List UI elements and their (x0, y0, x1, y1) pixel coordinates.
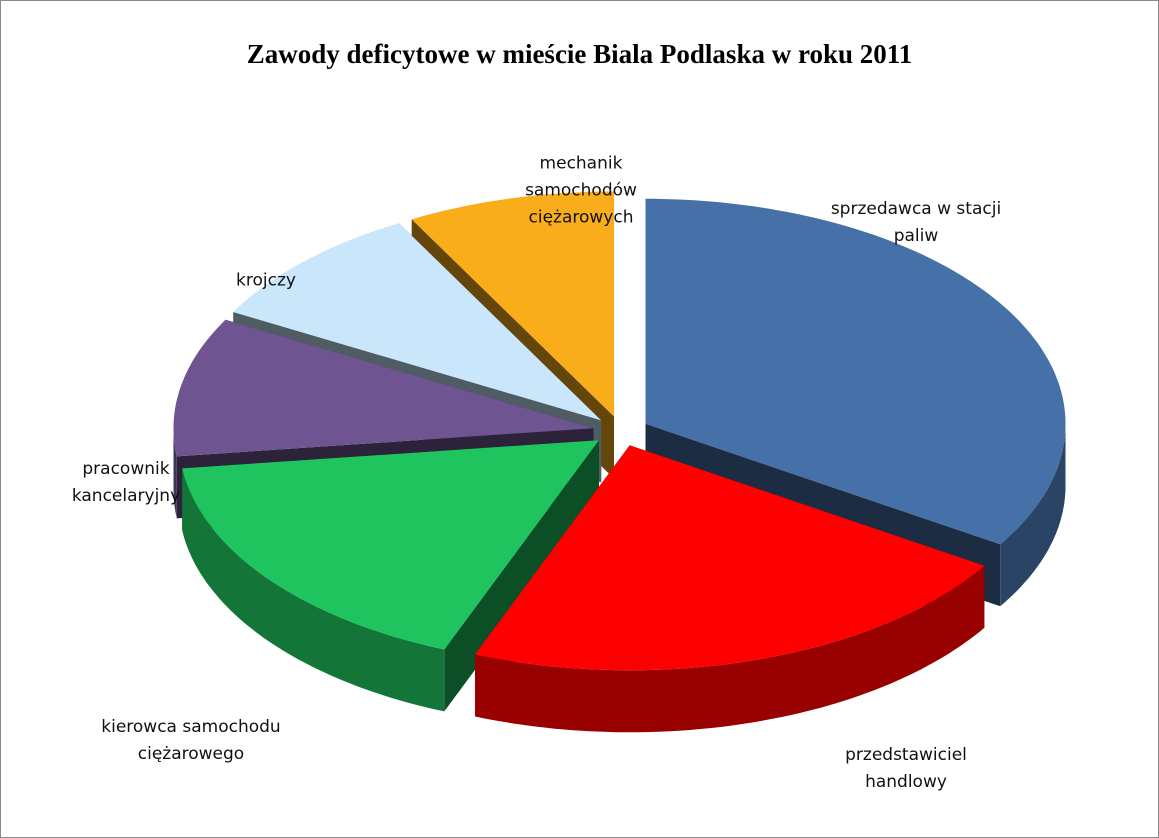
slice (182, 440, 599, 650)
slice-wall (173, 428, 177, 519)
chart-title: Zawody deficytowe w mieście Biala Podlas… (246, 39, 913, 69)
slice-wall (475, 565, 985, 733)
slice-label: mechanik samochodów ciężarowych (525, 153, 637, 228)
slice-wall (182, 468, 445, 712)
slice-side (444, 440, 599, 712)
slice-wall (1000, 423, 1066, 607)
slice (173, 319, 594, 457)
slice-label: sprzedawca w stacji paliw (830, 199, 1002, 246)
slice-label: krojczy (236, 270, 296, 291)
slice (645, 198, 1066, 545)
slice (475, 445, 985, 671)
slice (233, 223, 602, 421)
slice-label: kierowca samochodu ciężarowego (101, 717, 281, 764)
slice-label: pracownik kancelaryjny (71, 459, 181, 506)
slice-label: przedstawiciel handlowy (845, 745, 967, 792)
slice (411, 191, 614, 417)
